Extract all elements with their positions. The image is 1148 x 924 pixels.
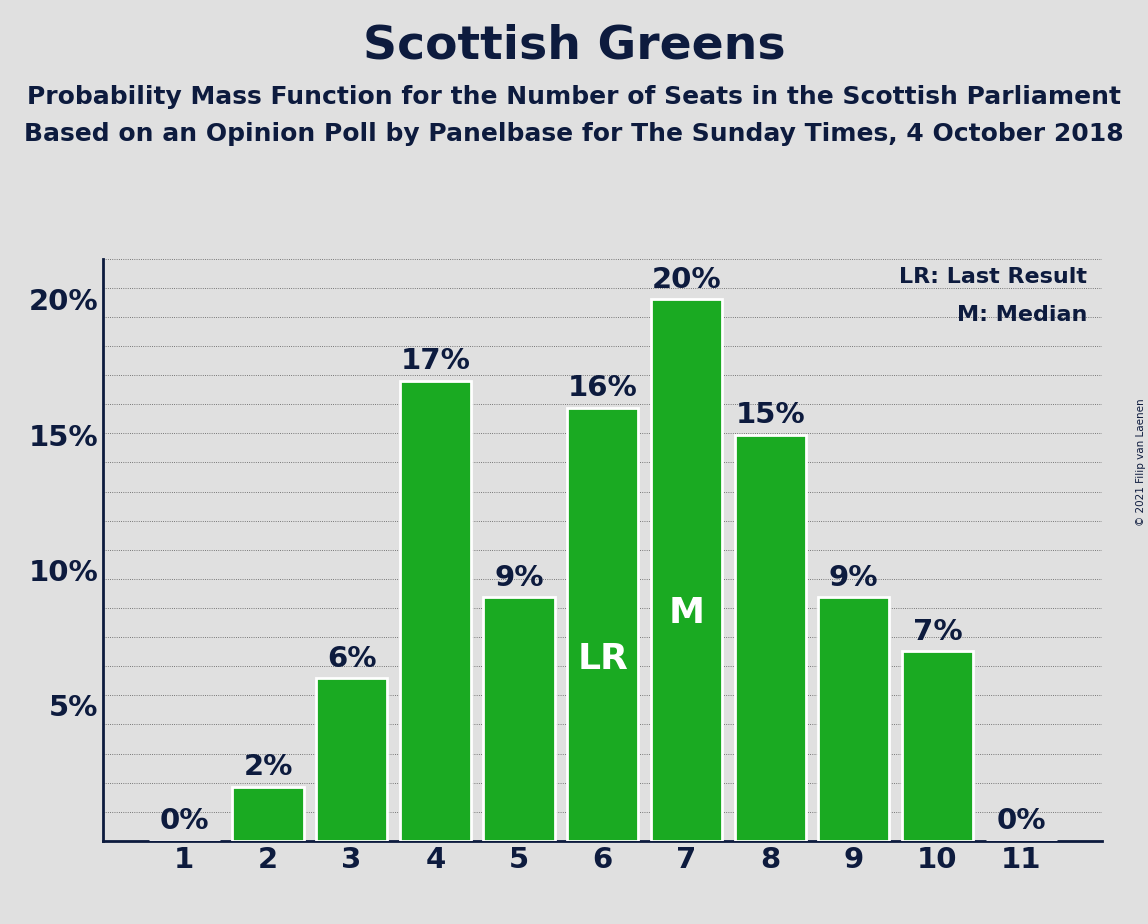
Text: © 2021 Filip van Laenen: © 2021 Filip van Laenen <box>1135 398 1146 526</box>
Bar <box>651 299 722 841</box>
Bar <box>567 407 638 841</box>
Text: Scottish Greens: Scottish Greens <box>363 23 785 68</box>
Text: 6%: 6% <box>327 645 377 673</box>
Text: 16%: 16% <box>568 374 637 402</box>
Text: M: M <box>668 596 705 630</box>
Text: M: Median: M: Median <box>956 305 1087 325</box>
Bar <box>735 434 806 841</box>
Bar <box>316 678 387 841</box>
Text: 9%: 9% <box>495 564 544 591</box>
Bar <box>232 786 303 841</box>
Text: 0%: 0% <box>160 808 209 835</box>
Text: 17%: 17% <box>401 347 471 375</box>
Text: 2%: 2% <box>243 753 293 782</box>
Text: Based on an Opinion Poll by Panelbase for The Sunday Times, 4 October 2018: Based on an Opinion Poll by Panelbase fo… <box>24 122 1124 146</box>
Bar <box>902 651 974 841</box>
Text: LR: Last Result: LR: Last Result <box>899 267 1087 287</box>
Text: Probability Mass Function for the Number of Seats in the Scottish Parliament: Probability Mass Function for the Number… <box>28 85 1120 109</box>
Text: 9%: 9% <box>829 564 878 591</box>
Text: 15%: 15% <box>735 401 805 430</box>
Bar <box>483 597 554 841</box>
Text: 7%: 7% <box>913 618 962 646</box>
Bar <box>400 381 471 841</box>
Text: 20%: 20% <box>652 266 721 294</box>
Text: 0%: 0% <box>996 808 1046 835</box>
Bar <box>819 597 890 841</box>
Text: LR: LR <box>577 642 628 675</box>
